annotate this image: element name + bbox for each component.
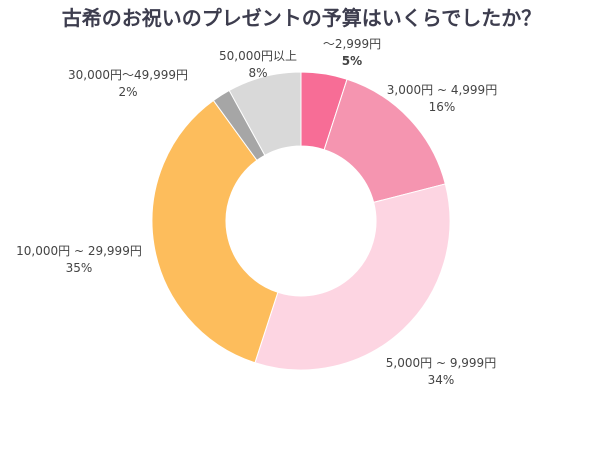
label-1: 3,000円 ~ 4,999円 16% xyxy=(386,83,498,114)
label-0: 〜2,999円 5% xyxy=(322,37,382,68)
slice-2 xyxy=(254,183,451,371)
label-2: 5,000円 ~ 9,999円 34% xyxy=(385,356,497,387)
label-4: 30,000円〜49,999円 2% xyxy=(68,68,188,99)
slice-3 xyxy=(151,99,279,364)
chart-title: 古希のお祝いのプレゼントの予算はいくらでしたか？ xyxy=(61,6,542,30)
label-5: 50,000円以上 8% xyxy=(219,49,297,80)
slice-5 xyxy=(228,71,302,156)
label-3: 10,000円 ~ 29,999円 35% xyxy=(16,244,142,275)
